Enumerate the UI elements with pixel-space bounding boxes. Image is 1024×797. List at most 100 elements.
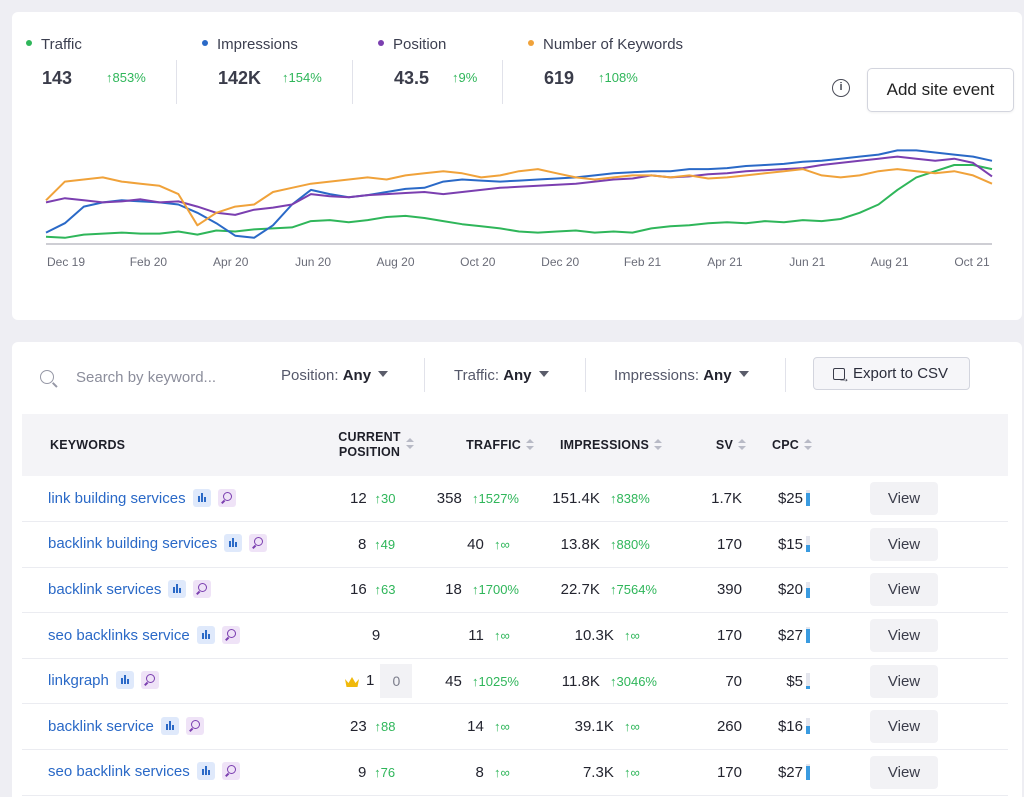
cpc-level-bar — [806, 581, 810, 598]
cpc-header[interactable]: CPC — [748, 414, 826, 476]
view-button[interactable]: View — [870, 619, 938, 653]
chart-icon[interactable] — [192, 488, 211, 507]
metric-label: Number of Keywords — [543, 36, 684, 53]
impressions-cell: 7.3K ↑∞ — [582, 763, 640, 781]
keyword-link[interactable]: backlink building services — [48, 535, 218, 553]
search-icon[interactable] — [221, 625, 240, 644]
chart-icon[interactable] — [168, 580, 187, 598]
search-icon[interactable] — [193, 580, 212, 598]
table-row: seo backlink services 9 ↑76 8 ↑∞ 7.3K ↑∞ 170… — [22, 750, 1008, 796]
position-change: ↑49 — [370, 536, 396, 552]
metric-divider — [352, 60, 353, 104]
filter-divider — [585, 358, 586, 392]
keyword-link[interactable]: linkgraph — [48, 672, 109, 690]
traffic-dot-icon — [26, 40, 32, 47]
chart-icon[interactable] — [115, 671, 134, 690]
view-button[interactable]: View — [870, 755, 938, 789]
traffic-filter-dropdown[interactable]: Traffic: Any — [454, 367, 549, 384]
current-position-header[interactable]: CURRENT POSITION — [326, 414, 426, 476]
actions-cell: View — [826, 750, 1008, 796]
search-icon[interactable] — [217, 488, 236, 507]
actions-cell: View — [826, 522, 1008, 568]
keywords-table: KEYWORDS CURRENT POSITION TRAFFIC IMPRESS… — [22, 414, 1008, 796]
traffic-cell: 11 ↑∞ — [468, 627, 510, 645]
add-site-event-button[interactable]: Add site event — [867, 68, 1014, 112]
position-value: 16 — [350, 581, 367, 599]
search-icon[interactable] — [249, 534, 268, 553]
chart-icon[interactable] — [196, 762, 215, 781]
cpc-cell: $25 — [748, 476, 826, 522]
impressions-header[interactable]: IMPRESSIONS — [544, 414, 676, 476]
x-tick-label: Jun 21 — [789, 255, 825, 269]
x-tick-label: Feb 20 — [130, 255, 168, 269]
series-line-position — [45, 155, 993, 216]
position-cell: 9 ↑76 — [326, 750, 426, 796]
keywords-dot-icon — [528, 40, 534, 47]
info-icon[interactable]: i — [832, 79, 850, 97]
actions-cell: View — [826, 476, 1008, 522]
view-button[interactable]: View — [870, 664, 938, 698]
traffic-header[interactable]: TRAFFIC — [426, 414, 544, 476]
keyword-link[interactable]: seo backlinks service — [48, 626, 190, 644]
keyword-cell: linkgraph — [22, 658, 326, 704]
x-tick-label: Oct 21 — [954, 255, 990, 269]
search-input[interactable] — [76, 364, 246, 390]
keyword-cell: link building services — [22, 476, 326, 522]
keyword-cell: backlink building services — [22, 522, 326, 568]
sv-header[interactable]: SV — [676, 414, 748, 476]
keyword-link[interactable]: backlink services — [48, 580, 162, 598]
impressions-cell: 22.7K ↑7564% — [560, 581, 657, 599]
sv-cell: 390 — [716, 581, 742, 599]
position-value: 9 — [371, 627, 381, 645]
actions-cell: View — [826, 613, 1008, 659]
performance-chart: Dec 19 Feb 20 Apr 20 Jun 20 Aug 20 Oct 20 Dec … — [45, 149, 993, 269]
sv-cell: 170 — [716, 535, 742, 553]
position-value: 8 — [358, 535, 367, 553]
x-tick-label: Dec 20 — [541, 255, 579, 269]
x-tick-label: Jun 20 — [295, 255, 331, 269]
position-cell: 8 ↑49 — [326, 522, 426, 568]
view-button[interactable]: View — [870, 527, 938, 561]
impressions-cell: 151.4K ↑838% — [552, 490, 650, 508]
metric-value: 43.5 — [394, 68, 430, 88]
x-tick-label: Aug 20 — [376, 255, 414, 269]
position-dot-icon — [378, 40, 384, 47]
sv-cell: 1.7K — [711, 490, 742, 508]
sv-cell: 170 — [716, 627, 742, 645]
position-filter-dropdown[interactable]: Position: Any — [281, 367, 389, 384]
chevron-down-icon — [738, 371, 749, 378]
keyword-link[interactable]: backlink service — [48, 717, 154, 735]
search-icon[interactable] — [221, 762, 240, 781]
keyword-link[interactable]: seo backlink services — [48, 763, 190, 781]
cpc-cell: $27 — [748, 613, 826, 659]
cpc-cell: $20 — [748, 567, 826, 613]
table-header-row: KEYWORDS CURRENT POSITION TRAFFIC IMPRESS… — [22, 414, 1008, 476]
view-button[interactable]: View — [870, 482, 938, 516]
view-button[interactable]: View — [870, 573, 938, 607]
position-cell: 16 ↑63 — [326, 567, 426, 613]
keyword-cell: backlink service — [22, 704, 326, 750]
traffic-cell: 358 ↑1527% — [436, 490, 519, 508]
impressions-cell: 11.8K ↑3046% — [561, 672, 657, 690]
export-csv-button[interactable]: Export to CSV — [813, 357, 970, 394]
filters-bar: Position: Any Traffic: Any Impressions: … — [12, 342, 1022, 410]
keywords-header[interactable]: KEYWORDS — [50, 438, 126, 452]
keyword-link[interactable]: link building services — [48, 489, 186, 507]
cpc-level-bar — [806, 763, 810, 780]
impressions-cell: 39.1K ↑∞ — [574, 718, 640, 736]
impressions-filter-dropdown[interactable]: Impressions: Any — [614, 367, 749, 384]
chart-icon[interactable] — [196, 625, 215, 644]
metric-value: 143 — [42, 68, 73, 88]
table-row: seo backlinks service 9 11 ↑∞ 10.3K ↑∞ 170 $2… — [22, 613, 1008, 659]
table-row: linkgraph 1 0 45 ↑1025% 11.8K ↑3046% 70 $5 View — [22, 658, 1008, 704]
search-icon[interactable] — [185, 716, 204, 735]
position-change: ↑30 — [370, 491, 396, 507]
metric-value: 619 — [544, 68, 575, 88]
chart-icon[interactable] — [160, 716, 179, 735]
chart-icon[interactable] — [224, 534, 243, 553]
view-button[interactable]: View — [870, 710, 938, 744]
search-icon[interactable] — [140, 671, 159, 690]
metric-divider — [176, 60, 177, 104]
cpc-level-bar — [806, 718, 810, 735]
